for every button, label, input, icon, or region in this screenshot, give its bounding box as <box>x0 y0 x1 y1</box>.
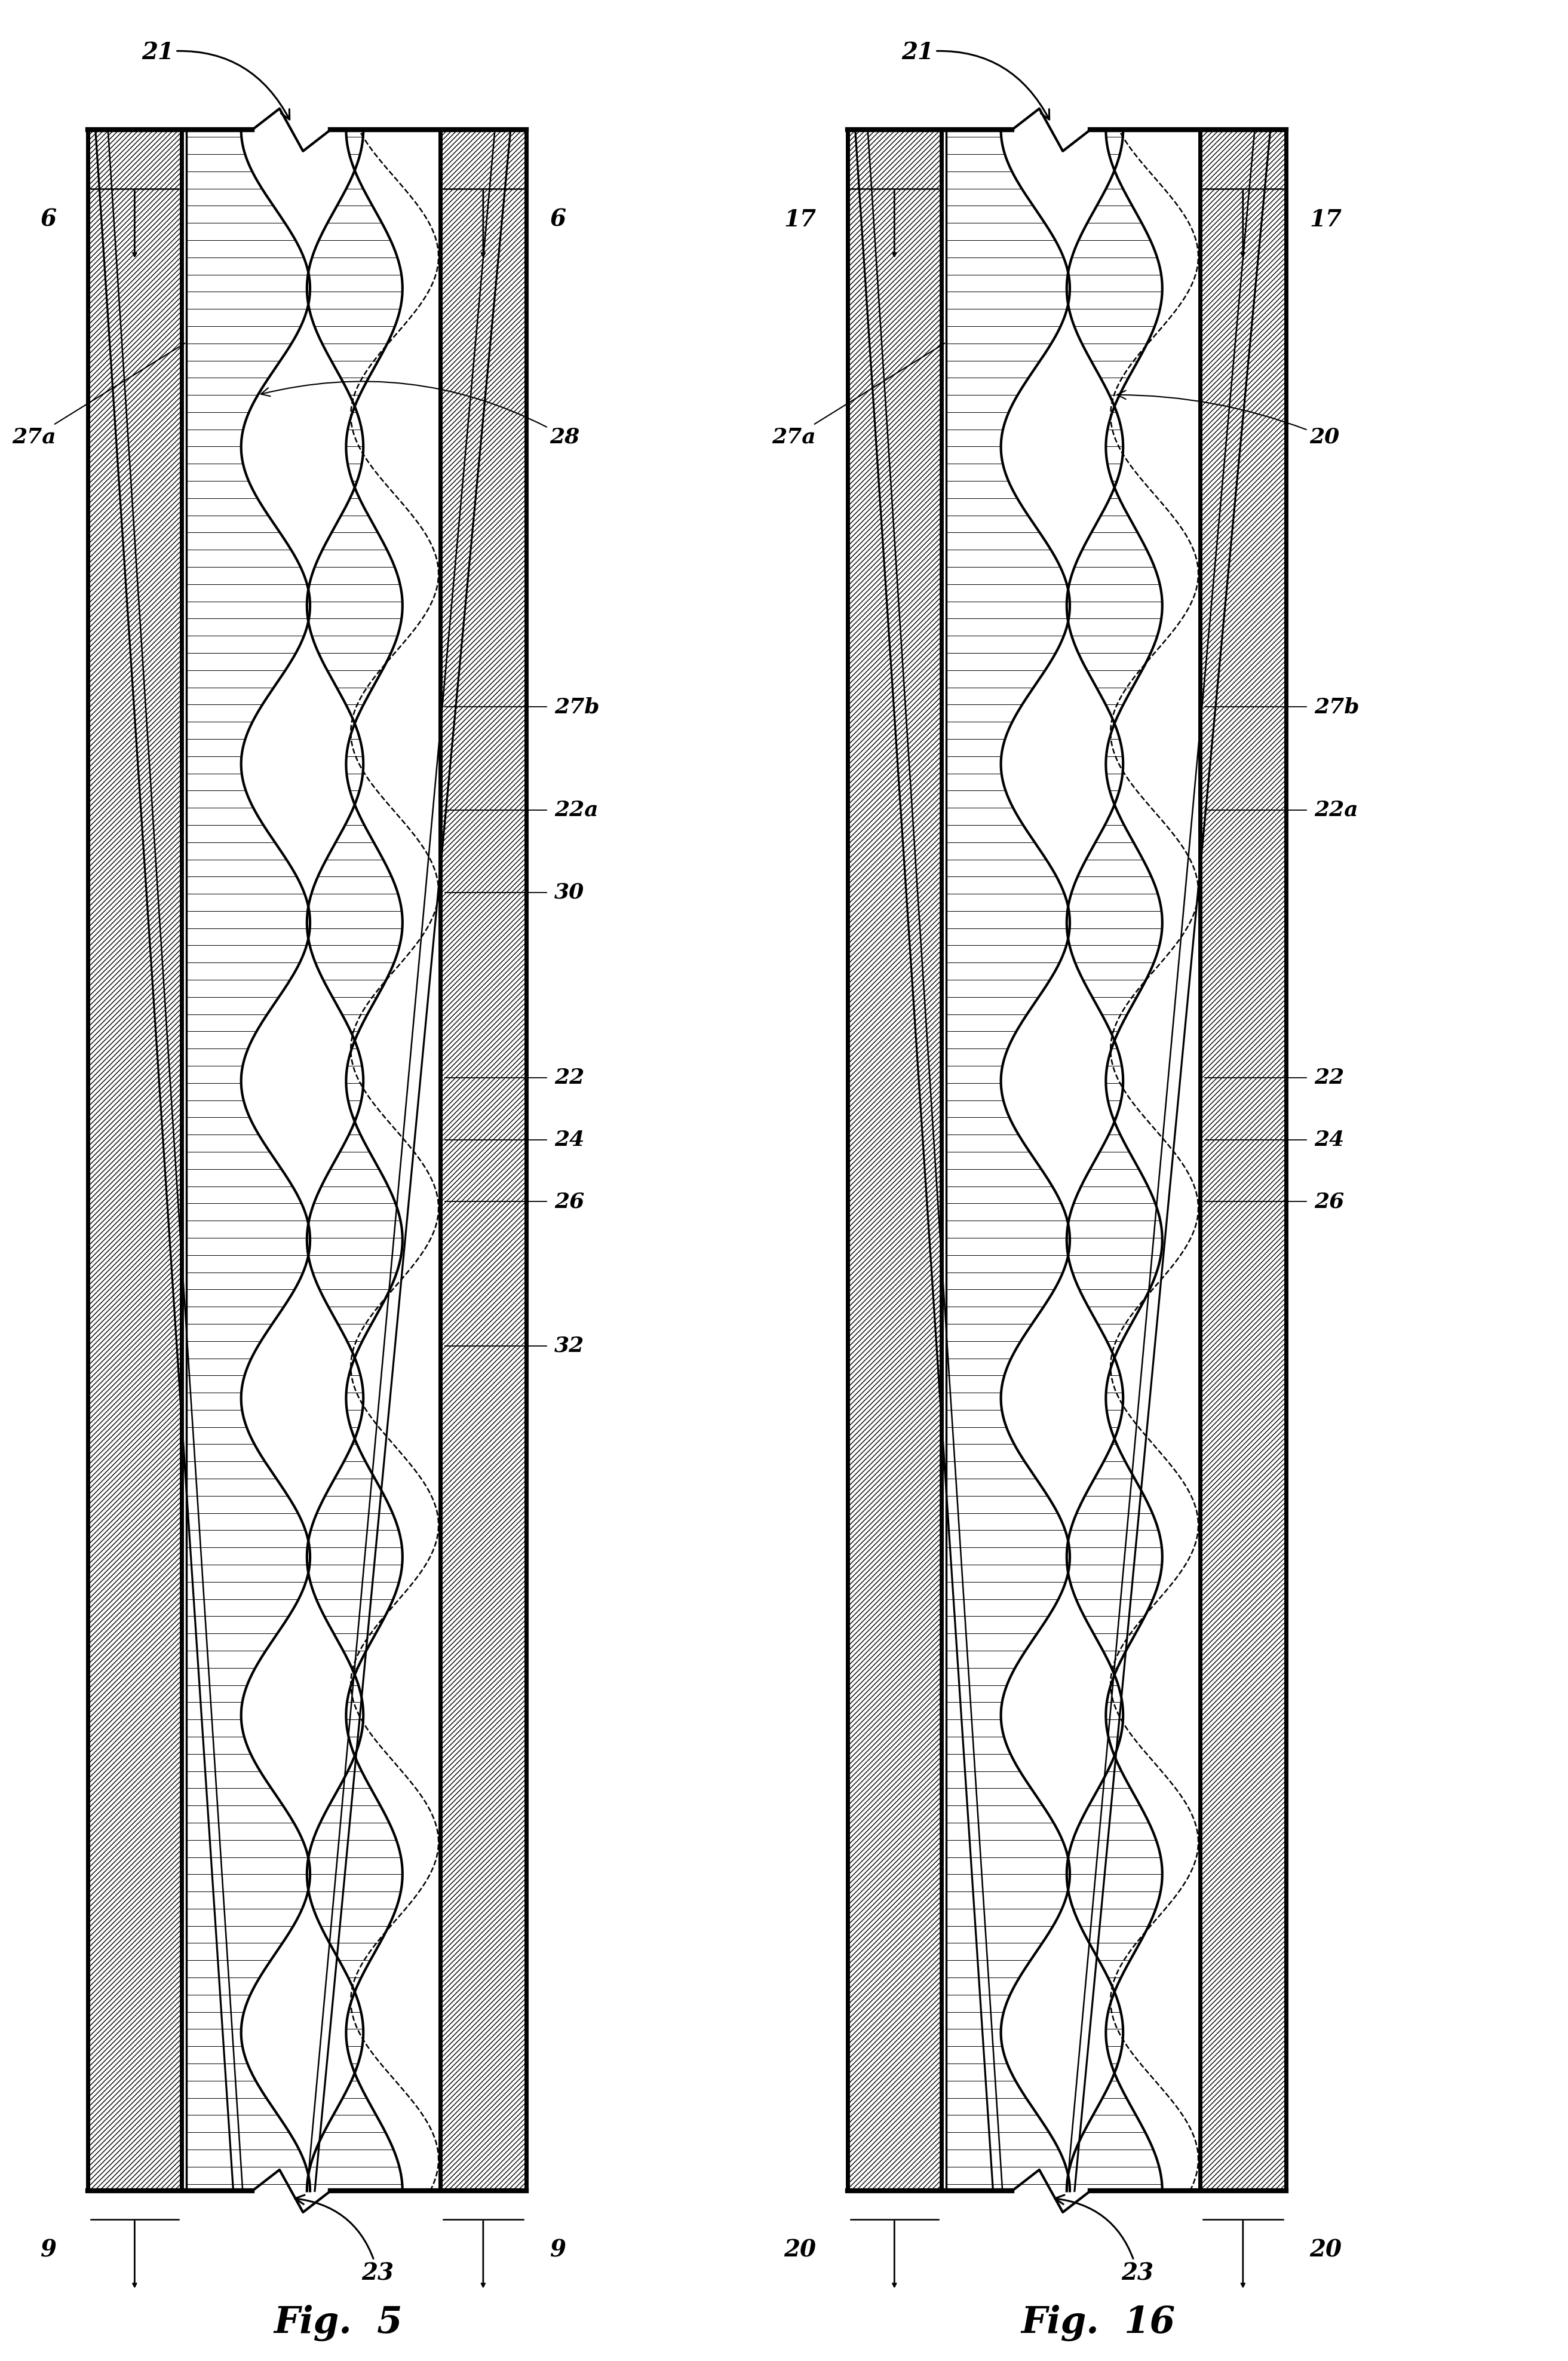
Text: 24: 24 <box>1314 1129 1344 1150</box>
Text: 22: 22 <box>555 1067 585 1088</box>
Polygon shape <box>187 130 310 2191</box>
Bar <box>847 130 941 2191</box>
Text: 22a: 22a <box>1314 800 1358 819</box>
Text: 6: 6 <box>41 208 56 231</box>
Polygon shape <box>1066 130 1162 2191</box>
Polygon shape <box>946 130 1069 2191</box>
Text: 32: 32 <box>555 1336 585 1355</box>
Text: 27b: 27b <box>555 696 599 718</box>
Text: 21: 21 <box>141 40 290 120</box>
Text: 26: 26 <box>555 1192 585 1211</box>
Text: 20: 20 <box>784 2238 815 2262</box>
Text: 21: 21 <box>902 40 1049 120</box>
Text: 26: 26 <box>1314 1192 1344 1211</box>
Text: 17: 17 <box>784 208 815 231</box>
Text: 30: 30 <box>555 883 585 902</box>
Bar <box>441 130 527 2191</box>
Text: 23: 23 <box>1055 2196 1154 2285</box>
Text: 9: 9 <box>41 2238 56 2262</box>
Text: 27b: 27b <box>1314 696 1359 718</box>
Text: 28: 28 <box>260 382 580 446</box>
Text: Fig.  5: Fig. 5 <box>274 2304 403 2342</box>
Text: 27a: 27a <box>771 342 944 446</box>
Text: 23: 23 <box>295 2196 394 2285</box>
Text: 17: 17 <box>1309 208 1342 231</box>
Text: 22a: 22a <box>555 800 599 819</box>
Bar <box>88 130 182 2191</box>
Text: 20: 20 <box>1309 2238 1342 2262</box>
Text: 9: 9 <box>550 2238 566 2262</box>
Text: 22: 22 <box>1314 1067 1344 1088</box>
Text: 24: 24 <box>555 1129 585 1150</box>
Text: 6: 6 <box>550 208 566 231</box>
Polygon shape <box>307 130 403 2191</box>
Text: 27a: 27a <box>13 342 185 446</box>
Bar <box>1200 130 1286 2191</box>
Text: Fig.  16: Fig. 16 <box>1021 2304 1174 2342</box>
Text: 20: 20 <box>1116 390 1339 446</box>
